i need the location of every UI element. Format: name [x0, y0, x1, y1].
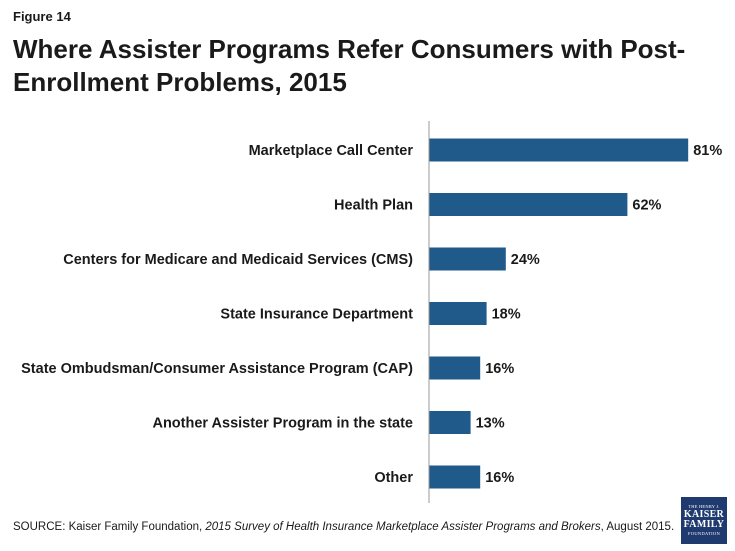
category-label: Marketplace Call Center: [249, 143, 414, 159]
category-label: State Ombudsman/Consumer Assistance Prog…: [21, 361, 413, 377]
source-prefix: SOURCE: Kaiser Family Foundation,: [13, 521, 206, 533]
kff-logo: THE HENRY J. KAISER FAMILY FOUNDATION: [681, 497, 727, 544]
bar: [429, 138, 689, 162]
logo-line-1: THE HENRY J.: [688, 504, 720, 509]
value-label: 16%: [485, 470, 514, 486]
category-label: State Insurance Department: [220, 307, 413, 323]
figure-label: Figure 14: [13, 9, 71, 24]
bar: [429, 302, 487, 325]
source-survey-title: 2015 Survey of Health Insurance Marketpl…: [205, 521, 601, 533]
bar: [429, 465, 481, 489]
source-note: SOURCE: Kaiser Family Foundation, 2015 S…: [13, 521, 674, 533]
value-label: 81%: [693, 143, 722, 159]
value-label: 24%: [511, 252, 540, 268]
category-label: Other: [374, 470, 413, 486]
category-label: Health Plan: [334, 198, 413, 214]
logo-line-4: FOUNDATION: [688, 531, 720, 536]
logo-line-3: FAMILY: [683, 519, 725, 530]
category-label: Another Assister Program in the state: [152, 416, 413, 432]
value-label: 13%: [476, 416, 505, 432]
bar: [429, 411, 471, 434]
bar: [429, 356, 481, 380]
value-label: 18%: [492, 307, 521, 323]
bar: [429, 193, 628, 216]
source-suffix: , August 2015.: [600, 521, 675, 533]
category-label: Centers for Medicare and Medicaid Servic…: [63, 252, 413, 268]
value-label: 62%: [632, 198, 661, 214]
bar: [429, 247, 506, 271]
chart-title: Where Assister Programs Refer Consumers …: [13, 34, 686, 97]
value-label: 16%: [485, 361, 514, 377]
logo-line-2: KAISER: [683, 509, 725, 520]
